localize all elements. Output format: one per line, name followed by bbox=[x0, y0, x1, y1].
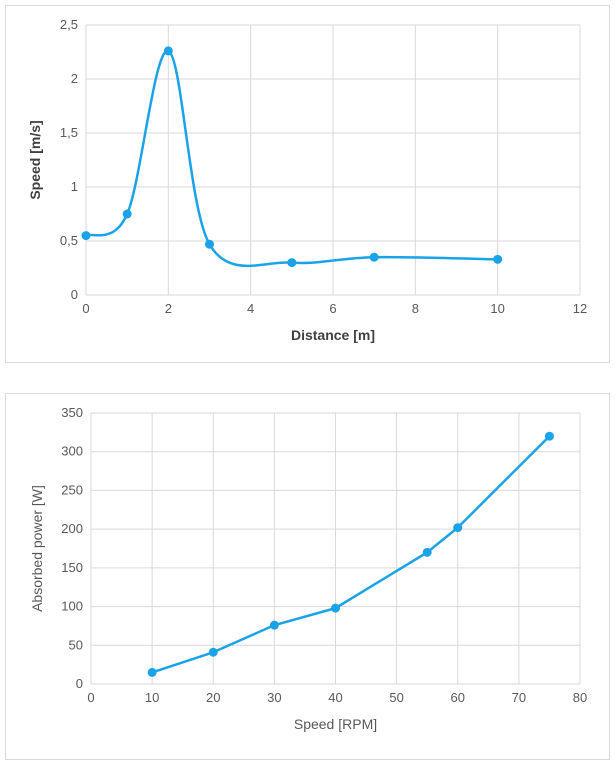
y-tick-label: 250 bbox=[61, 482, 83, 497]
speed-distance-chart: 0 2 4 6 8 10 12 0 0,5 1 1,5 2 2,5 Distance [m] Speed [… bbox=[27, 17, 587, 343]
x-tick-label: 12 bbox=[573, 301, 587, 316]
x-axis-title: Speed [RPM] bbox=[294, 716, 377, 732]
speed-distance-chart-panel: 0 2 4 6 8 10 12 0 0,5 1 1,5 2 2,5 Distance [m] Speed [… bbox=[5, 5, 610, 363]
y-tick-label: 1 bbox=[71, 179, 78, 194]
x-tick-label: 0 bbox=[87, 690, 94, 705]
y-tick-label: 1,5 bbox=[60, 125, 78, 140]
y-tick-label: 200 bbox=[61, 521, 83, 536]
y-tick-label: 0,5 bbox=[60, 233, 78, 248]
x-tick-label: 40 bbox=[328, 690, 342, 705]
data-point bbox=[81, 231, 91, 241]
x-tick-label: 2 bbox=[165, 301, 172, 316]
x-tick-label: 60 bbox=[451, 690, 465, 705]
data-point bbox=[422, 547, 432, 557]
power-speed-chart: 0 10 20 30 40 50 60 70 80 0 50 100 150 200 250 300 350 Sp… bbox=[29, 405, 587, 732]
y-tick-label: 2 bbox=[71, 71, 78, 86]
x-axis-title: Distance [m] bbox=[291, 327, 375, 343]
x-tick-label: 4 bbox=[247, 301, 254, 316]
data-point bbox=[544, 431, 554, 441]
y-axis-title: Speed [m/s] bbox=[27, 120, 43, 199]
data-point bbox=[287, 258, 297, 268]
x-tick-label: 6 bbox=[329, 301, 336, 316]
data-point bbox=[269, 620, 279, 630]
y-tick-label: 100 bbox=[61, 599, 83, 614]
data-point bbox=[147, 667, 157, 677]
y-tick-label: 0 bbox=[76, 676, 83, 691]
data-point bbox=[331, 603, 340, 613]
series-line bbox=[85, 49, 498, 268]
y-axis-title: Absorbed power [W] bbox=[29, 485, 45, 612]
x-tick-label: 10 bbox=[145, 690, 159, 705]
data-point bbox=[205, 239, 214, 249]
x-tick-label: 80 bbox=[573, 690, 587, 705]
power-speed-chart-panel: 0 10 20 30 40 50 60 70 80 0 50 100 150 200 250 300 350 Sp… bbox=[5, 393, 610, 760]
x-tick-label: 70 bbox=[512, 690, 526, 705]
data-point bbox=[453, 523, 463, 533]
x-tick-label: 8 bbox=[412, 301, 419, 316]
y-tick-label: 150 bbox=[61, 560, 83, 575]
y-tick-label: 2,5 bbox=[60, 17, 78, 32]
x-tick-label: 20 bbox=[206, 690, 220, 705]
data-point bbox=[369, 252, 379, 262]
data-point bbox=[493, 254, 503, 264]
data-point bbox=[163, 46, 173, 56]
y-tick-label: 300 bbox=[61, 444, 83, 459]
data-point bbox=[122, 209, 132, 219]
series-line bbox=[151, 435, 551, 674]
data-point bbox=[208, 647, 218, 657]
y-tick-label: 350 bbox=[61, 405, 83, 420]
y-tick-label: 50 bbox=[69, 637, 83, 652]
x-tick-label: 30 bbox=[267, 690, 281, 705]
y-tick-label: 0 bbox=[71, 287, 78, 302]
x-tick-label: 0 bbox=[82, 301, 89, 316]
x-tick-label: 50 bbox=[389, 690, 403, 705]
x-tick-label: 10 bbox=[490, 301, 504, 316]
